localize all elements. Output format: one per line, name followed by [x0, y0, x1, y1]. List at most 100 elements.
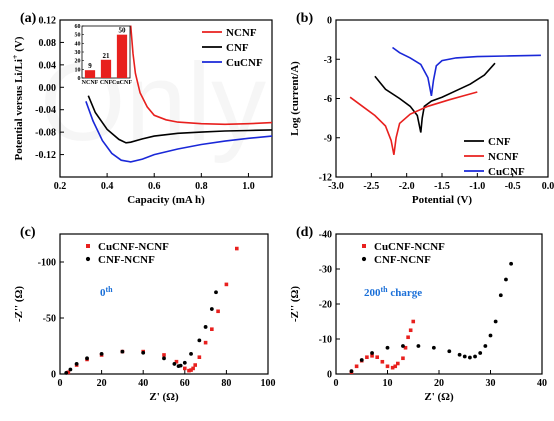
- y-tick-label: -10: [319, 335, 332, 346]
- data-point-cucnf-ncnf: [66, 370, 71, 375]
- data-point-cnf-ncnf: [457, 352, 462, 357]
- legend-label: CuCNF: [226, 57, 263, 69]
- data-point-cnf-ncnf: [214, 290, 218, 295]
- data-point-cnf-ncnf: [197, 338, 202, 343]
- panel-label: (c): [20, 225, 36, 240]
- inset-category-label: CNF: [100, 80, 113, 86]
- y-tick-label: -0.04: [35, 105, 56, 116]
- series-line-cucnf: [85, 101, 273, 163]
- data-point-cnf-ncnf: [498, 293, 503, 298]
- legend-label: CuCNF-NCNF: [98, 241, 169, 253]
- x-axis-label: Potential (V): [412, 194, 473, 206]
- x-tick-label: 0.4: [101, 181, 114, 192]
- y-tick-label: 0: [327, 16, 332, 27]
- y-tick-label: 0.12: [39, 16, 57, 27]
- inset-bar: [116, 34, 128, 78]
- data-point-cucnf-ncnf: [174, 359, 179, 364]
- data-point-cucnf-ncnf: [396, 361, 400, 366]
- data-point-cnf-ncnf: [478, 351, 483, 355]
- x-axis-label: Capacity (mA h): [127, 194, 205, 206]
- data-point-cucnf-ncnf: [191, 366, 195, 371]
- series-line-ncnf: [129, 25, 273, 126]
- inset-bar-value-label: 50: [119, 27, 127, 35]
- legend-label: CNF: [226, 42, 249, 54]
- data-point-cucnf-ncnf: [385, 364, 390, 369]
- data-point-cnf-ncnf: [504, 277, 508, 282]
- x-axis-label: Z' (Ω): [424, 391, 454, 403]
- x-tick-label: -2.5: [363, 181, 379, 192]
- data-point-cnf-ncnf: [359, 358, 364, 362]
- data-point-cucnf-ncnf: [193, 363, 197, 367]
- data-point-cucnf-ncnf: [411, 319, 416, 324]
- data-point-cucnf-ncnf: [216, 309, 220, 314]
- y-tick-label: 0.00: [39, 83, 57, 94]
- data-point-cnf-ncnf: [447, 349, 452, 354]
- annotation-suffix: charge: [388, 287, 423, 299]
- inset-bar: [84, 70, 96, 78]
- data-point-cnf-ncnf: [99, 351, 104, 356]
- legend-label: NCNF: [226, 27, 257, 39]
- data-point-cucnf-ncnf: [162, 353, 166, 357]
- y-tick-label: 0: [327, 370, 332, 381]
- data-point-cucnf-ncnf: [235, 246, 239, 251]
- data-point-cnf-ncnf: [162, 356, 166, 361]
- y-tick-label: -50: [43, 314, 56, 325]
- legend-marker: [361, 256, 367, 262]
- watermark-text: Only: [40, 41, 266, 164]
- y-axis-label: -Z'' (Ω): [13, 286, 25, 322]
- panel-d: 0 10 20 30 40 0 -10 -20 -30 -40 Z' (Ω) -Z'' (Ω) (d) C…: [289, 225, 547, 403]
- data-point-cucnf-ncnf: [375, 355, 379, 359]
- y-axis-label: Log (current/A): [289, 61, 301, 136]
- annotation-sup: th: [381, 285, 389, 294]
- y-tick-label: -40: [319, 230, 332, 241]
- panel-c: 0 20 40 60 80 100 0 -50 -100 Z' (Ω) -Z'' (Ω) (c) CuC…: [13, 225, 276, 403]
- data-point-cnf-ncnf: [178, 363, 183, 368]
- inset-category-label: NCNF: [82, 80, 99, 86]
- x-tick-label: 1.0: [242, 181, 255, 192]
- y-axis-label-sup: +: [11, 54, 20, 59]
- series-line-cnf: [87, 95, 273, 144]
- data-point-cnf-ncnf: [172, 362, 177, 366]
- data-point-cnf-ncnf: [462, 354, 467, 359]
- data-point-cnf-ncnf: [416, 344, 421, 348]
- y-axis-label-unit: (V): [13, 36, 25, 54]
- data-point-cnf-ncnf: [141, 350, 146, 355]
- x-tick-label: 0: [58, 378, 63, 389]
- x-tick-label: -2.0: [399, 181, 415, 192]
- x-tick-label: 10: [383, 378, 393, 389]
- x-tick-label: 20: [434, 378, 444, 389]
- data-point-cucnf-ncnf: [380, 359, 385, 364]
- inset-bar-value-label: 9: [88, 62, 92, 70]
- y-axis-label-main: Potential versus Li/Li: [13, 59, 25, 160]
- series-line-cnf: [374, 62, 496, 133]
- data-point-cucnf-ncnf: [224, 282, 229, 287]
- x-tick-label: -1.0: [469, 181, 485, 192]
- y-axis-label-main: Log (current/A): [289, 61, 301, 136]
- y-tick-label: -0.08: [35, 128, 56, 139]
- x-tick-label: 80: [221, 378, 231, 389]
- data-point-cnf-ncnf: [74, 362, 79, 366]
- data-point-cucnf-ncnf: [210, 327, 214, 331]
- x-tick-label: 30: [486, 378, 496, 389]
- legend-label: CNF-NCNF: [374, 254, 431, 266]
- legend-label: CuCNF-NCNF: [374, 241, 445, 253]
- inset-category-label: CuCNF: [112, 80, 132, 86]
- legend-marker: [85, 256, 91, 262]
- y-tick-label: 0.04: [39, 60, 57, 71]
- data-point-cnf-ncnf: [483, 344, 488, 348]
- data-point-cucnf-ncnf: [370, 354, 374, 358]
- data-point-cnf-ncnf: [488, 333, 493, 338]
- data-point-cnf-ncnf: [182, 360, 187, 365]
- x-tick-label: 100: [261, 378, 276, 389]
- data-point-cnf-ncnf: [473, 354, 477, 359]
- annotation-sup: th: [106, 285, 114, 294]
- x-tick-label: 0.8: [195, 181, 208, 192]
- data-point-cnf-ncnf: [349, 369, 354, 374]
- data-point-cnf-ncnf: [85, 356, 89, 361]
- y-tick-label: -9: [324, 133, 332, 144]
- y-tick-label: -12: [319, 173, 332, 184]
- inset-y-tick-label: 50: [75, 33, 81, 39]
- panel-b: -3.0 -2.5 -2.0 -1.5 -1.0 -0.5 0.0 -12 -9 -6 -3 0 Pot…: [289, 11, 554, 206]
- legend-label: NCNF: [488, 151, 519, 163]
- data-point-cnf-ncnf: [468, 355, 472, 360]
